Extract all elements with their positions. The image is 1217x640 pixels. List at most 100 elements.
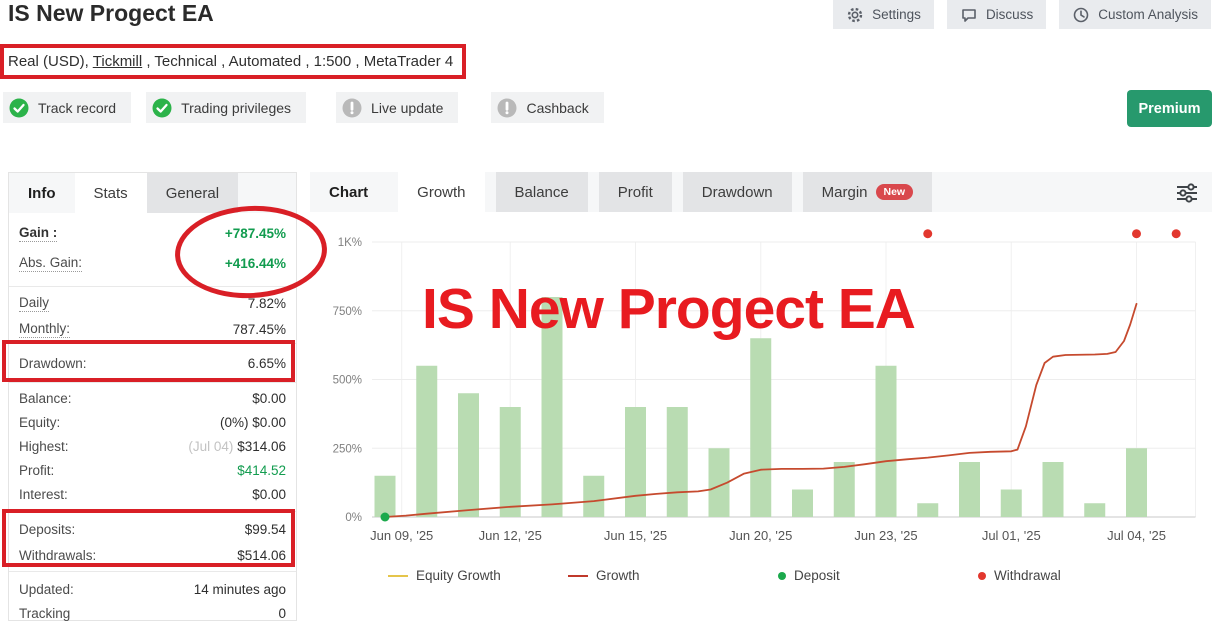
legend-growth[interactable]: Growth (568, 568, 640, 583)
premium-button[interactable]: Premium (1127, 90, 1212, 127)
settings-button[interactable]: Settings (833, 0, 934, 29)
custom-analysis-button[interactable]: Custom Analysis (1059, 0, 1211, 29)
badge-label: Trading privileges (181, 99, 292, 116)
account-subtitle: Real (USD), Tickmill , Technical , Autom… (0, 44, 467, 79)
badge-label: Live update (371, 99, 444, 116)
stat-row-absgain: Abs. Gain: +416.44% (19, 248, 286, 278)
svg-text:250%: 250% (333, 443, 362, 455)
legend-label: Equity Growth (416, 568, 501, 583)
tab-info: Info (9, 173, 75, 213)
tab-profit[interactable]: Profit (598, 172, 672, 212)
legend-line-swatch (388, 574, 408, 577)
stat-value: +416.44% (224, 255, 286, 271)
custom-analysis-button-label: Custom Analysis (1098, 7, 1198, 22)
exclamation-icon (342, 98, 362, 118)
svg-text:Jun 12, '25: Jun 12, '25 (479, 528, 542, 543)
legend-deposit[interactable]: Deposit (778, 568, 840, 583)
new-badge: New (875, 183, 914, 201)
tab-margin[interactable]: Margin New (802, 172, 933, 212)
svg-text:Jun 15, '25: Jun 15, '25 (604, 528, 667, 543)
svg-text:0%: 0% (345, 512, 362, 524)
stat-row-gain: Gain : +787.45% (19, 218, 286, 248)
tab-label: Drawdown (701, 183, 773, 201)
page-title: IS New Progect EA (8, 0, 214, 26)
exclamation-icon (497, 98, 517, 118)
tab-label: Balance (514, 183, 569, 201)
stat-label: Deposits: (19, 521, 76, 537)
speech-bubble-icon (960, 6, 978, 24)
chart-tabstrip: Chart Growth Balance Profit Drawdown Margin Ne… (310, 172, 1212, 212)
tab-label: Growth (417, 183, 466, 201)
tab-drawdown[interactable]: Drawdown (682, 172, 792, 212)
stat-row-drawdown: Drawdown: 6.65% (19, 344, 286, 382)
badge-track-record: Track record (3, 92, 132, 123)
stats-group: Gain : +787.45% Abs. Gain: +416.44% (9, 213, 296, 287)
svg-text:500%: 500% (333, 375, 362, 387)
discuss-button[interactable]: Discuss (946, 0, 1047, 29)
stat-label: Profit: (19, 462, 55, 478)
badge-label: Track record (38, 99, 117, 116)
stat-label: Interest: (19, 486, 68, 502)
growth-chart[interactable]: 0% 250% 500% 750% 1K% Jun 09, '25 Jun 12, '25 J… (310, 212, 1205, 552)
legend-withdrawal[interactable]: Withdrawal (978, 568, 1061, 583)
stat-label: Monthly: (19, 320, 71, 338)
stat-row-daily: Daily 7.82% (19, 290, 286, 316)
stat-value: $414.52 (237, 462, 286, 478)
tab-label: Margin (821, 183, 868, 201)
badge-trading-privileges: Trading privileges (146, 92, 307, 123)
stat-row-deposits: Deposits: $99.54 (19, 516, 286, 542)
broker-link[interactable]: Tickmill (92, 53, 143, 70)
legend-label: Withdrawal (994, 568, 1061, 583)
stat-value: +787.45% (224, 225, 286, 241)
stat-value-note: (Jul 04) (188, 438, 238, 454)
stat-row-highest: Highest: (Jul 04) $314.06 (19, 434, 286, 458)
tab-chart: Chart (310, 172, 387, 212)
gear-icon (846, 6, 864, 24)
svg-text:1K%: 1K% (338, 237, 362, 249)
badge-label: Cashback (526, 99, 589, 116)
stat-row-withdrawals: Withdrawals: $514.06 (19, 542, 286, 568)
stat-row-equity: Equity: (0%) $0.00 (19, 410, 286, 434)
chart-options-button[interactable] (1174, 180, 1200, 206)
svg-text:750%: 750% (333, 306, 362, 318)
stat-label: Tracking (19, 605, 71, 621)
legend-label: Growth (596, 568, 640, 583)
svg-text:Jun 23, '25: Jun 23, '25 (854, 528, 917, 543)
stat-row-profit: Profit: $414.52 (19, 458, 286, 482)
stat-value: 7.82% (247, 295, 286, 311)
legend-line-swatch (568, 574, 588, 577)
stat-value: $99.54 (244, 521, 286, 537)
stat-value: $0.00 (252, 486, 286, 502)
chart-legend: Equity Growth Growth Deposit Withdrawal (310, 568, 1212, 590)
svg-text:Jun 20, '25: Jun 20, '25 (729, 528, 792, 543)
stats-group: Daily 7.82% Monthly: 787.45% (9, 287, 296, 344)
check-icon (9, 98, 29, 118)
tab-general[interactable]: General (146, 173, 239, 213)
tab-label: Profit (617, 183, 653, 201)
svg-text:Jul 01, '25: Jul 01, '25 (982, 528, 1041, 543)
legend-label: Deposit (794, 568, 840, 583)
stat-label: Updated: (19, 581, 74, 597)
stats-group: Balance: $0.00 Equity: (0%) $0.00 Highest: (J… (9, 383, 296, 512)
stat-label: Abs. Gain: (19, 254, 83, 272)
check-icon (152, 98, 172, 118)
stat-label: Highest: (19, 438, 69, 454)
subtitle-prefix: Real (USD), (8, 53, 93, 70)
tab-balance[interactable]: Balance (495, 172, 588, 212)
stat-value: 787.45% (232, 321, 286, 337)
tab-growth[interactable]: Growth (398, 172, 485, 212)
verification-badges: Track record Trading privileges Live updat… (3, 92, 604, 123)
stats-rows: Gain : +787.45% Abs. Gain: +416.44% Daily 7.8… (9, 213, 296, 625)
clock-icon (1072, 6, 1090, 24)
stat-label: Gain : (19, 224, 58, 242)
settings-button-label: Settings (872, 7, 921, 22)
tab-stats[interactable]: Stats (74, 173, 147, 213)
legend-equity-growth[interactable]: Equity Growth (388, 568, 501, 583)
tab-label: Chart (329, 183, 369, 201)
badge-live-update: Live update (336, 92, 459, 123)
stat-row-monthly: Monthly: 787.45% (19, 316, 286, 342)
stat-value: 0 (278, 605, 286, 621)
stat-label: Equity: (19, 414, 61, 430)
stat-row-tracking: Tracking 0 (19, 601, 286, 625)
header-actions: Settings Discuss Custom Analysis (833, 0, 1211, 29)
